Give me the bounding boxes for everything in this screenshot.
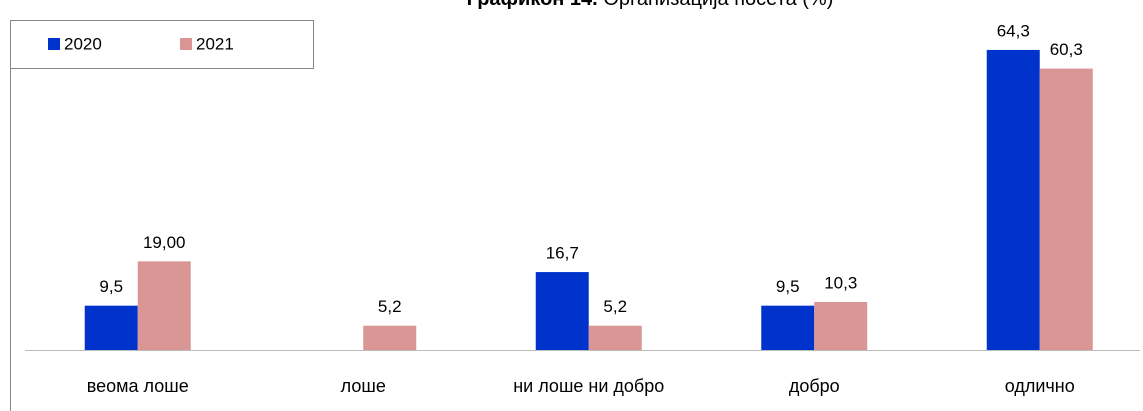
data-label: 10,3	[824, 273, 857, 292]
chart-title: Графикон 14. Организација посета (%)	[467, 0, 834, 10]
legend-label: 2020	[64, 34, 102, 53]
legend-swatch	[180, 38, 192, 50]
title-text: Организација посета (%)	[603, 0, 833, 10]
data-label: 19,00	[143, 233, 186, 252]
bar	[84, 305, 138, 350]
bar	[814, 301, 868, 350]
x-tick-label: одлично	[1005, 376, 1075, 396]
bar	[363, 325, 417, 350]
bar	[588, 325, 642, 350]
x-tick-label: лоше	[341, 376, 386, 396]
data-label: 5,2	[378, 297, 402, 316]
legend-swatch	[48, 38, 60, 50]
bar	[1039, 68, 1093, 350]
bar	[535, 272, 589, 350]
data-label: 9,5	[776, 277, 800, 296]
data-label: 5,2	[603, 297, 627, 316]
bar	[986, 49, 1040, 350]
x-tick-label: ни лоше ни добро	[513, 376, 664, 396]
data-label: 16,7	[546, 244, 579, 263]
bar	[137, 261, 191, 350]
x-tick-label: веома лоше	[87, 376, 189, 396]
data-label: 64,3	[997, 21, 1030, 40]
data-label: 9,5	[99, 277, 123, 296]
data-label: 60,3	[1050, 40, 1083, 59]
legend-label: 2021	[196, 34, 234, 53]
title-prefix: Графикон 14.	[467, 0, 598, 10]
x-tick-label: добро	[789, 376, 840, 396]
legend-box	[10, 20, 314, 69]
bar	[761, 305, 815, 350]
